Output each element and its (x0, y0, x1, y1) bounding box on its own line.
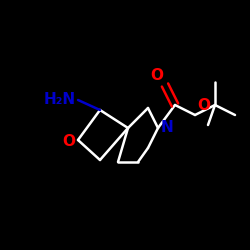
Text: O: O (197, 98, 210, 113)
Text: O: O (62, 134, 75, 150)
Text: N: N (161, 120, 174, 136)
Text: H₂N: H₂N (44, 92, 76, 108)
Text: O: O (150, 68, 163, 83)
